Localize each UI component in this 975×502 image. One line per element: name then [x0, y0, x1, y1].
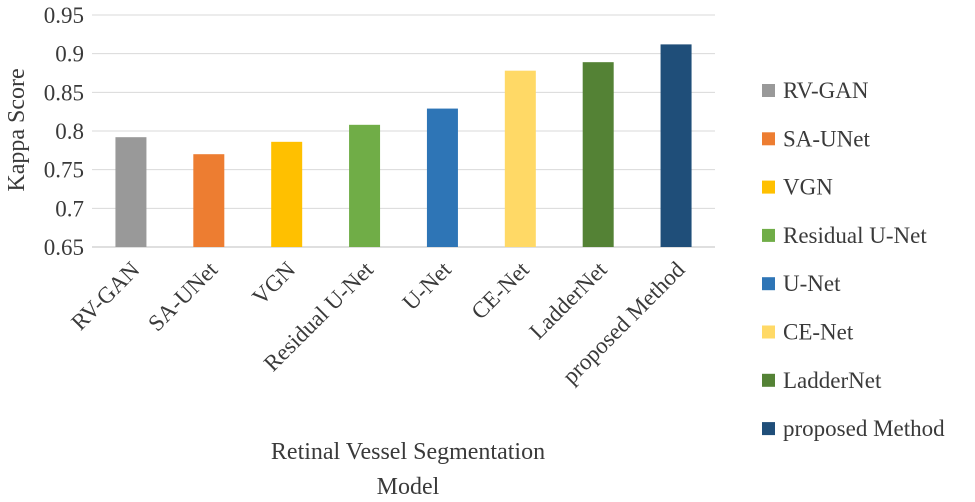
- legend: RV-GAN SA-UNet VGN Residual U-Net U-Net CE-Ne…: [762, 78, 945, 441]
- legend-swatch: [762, 228, 775, 242]
- legend-swatch: [762, 325, 775, 339]
- y-tick-label: 0.8: [55, 119, 84, 144]
- x-tick-label: CE-Net: [466, 256, 534, 324]
- y-tick-label: 0.7: [55, 196, 84, 221]
- legend-swatch: [762, 132, 775, 146]
- x-tick-label: U-Net: [398, 256, 457, 315]
- bar: [115, 137, 147, 247]
- legend-label: Residual U-Net: [783, 223, 927, 248]
- y-axis-title: Kappa Score: [4, 68, 30, 191]
- y-tick-label: 0.9: [55, 42, 84, 67]
- legend-swatch: [762, 180, 775, 194]
- bar: [582, 62, 614, 247]
- legend-swatch: [762, 277, 775, 291]
- gridlines: [92, 14, 715, 248]
- bar: [271, 141, 303, 247]
- bar: [504, 70, 536, 248]
- y-tick-label: 0.65: [44, 235, 84, 260]
- x-tick-label: SA-UNet: [143, 256, 223, 336]
- x-axis-title-line: Retinal Vessel Segmentation: [271, 439, 545, 465]
- bar: [349, 124, 381, 247]
- legend-swatch: [762, 373, 775, 387]
- legend-swatch: [762, 422, 775, 436]
- x-tick-label: VGN: [247, 257, 300, 310]
- bar: [426, 108, 458, 247]
- x-axis-title-line: Model: [377, 474, 440, 500]
- legend-label: RV-GAN: [783, 78, 869, 103]
- y-tick-labels: 0.65 0.7 0.75 0.8 0.85 0.9 0.95: [44, 3, 84, 260]
- bars: [115, 44, 692, 248]
- legend-swatch: [762, 84, 775, 97]
- legend-label: SA-UNet: [783, 126, 870, 151]
- x-axis-title: Retinal Vessel Segmentation Model: [271, 439, 545, 500]
- legend-label: VGN: [783, 175, 833, 200]
- x-tick-label: RV-GAN: [66, 257, 144, 335]
- y-tick-label: 0.95: [44, 3, 84, 28]
- y-tick-label: 0.85: [44, 80, 84, 105]
- legend-label: proposed Method: [783, 416, 945, 441]
- bar: [193, 154, 225, 247]
- y-tick-label: 0.75: [44, 158, 84, 183]
- bar: [660, 44, 692, 248]
- legend-label: CE-Net: [783, 320, 854, 345]
- legend-label: LadderNet: [783, 368, 882, 393]
- legend-label: U-Net: [783, 271, 841, 296]
